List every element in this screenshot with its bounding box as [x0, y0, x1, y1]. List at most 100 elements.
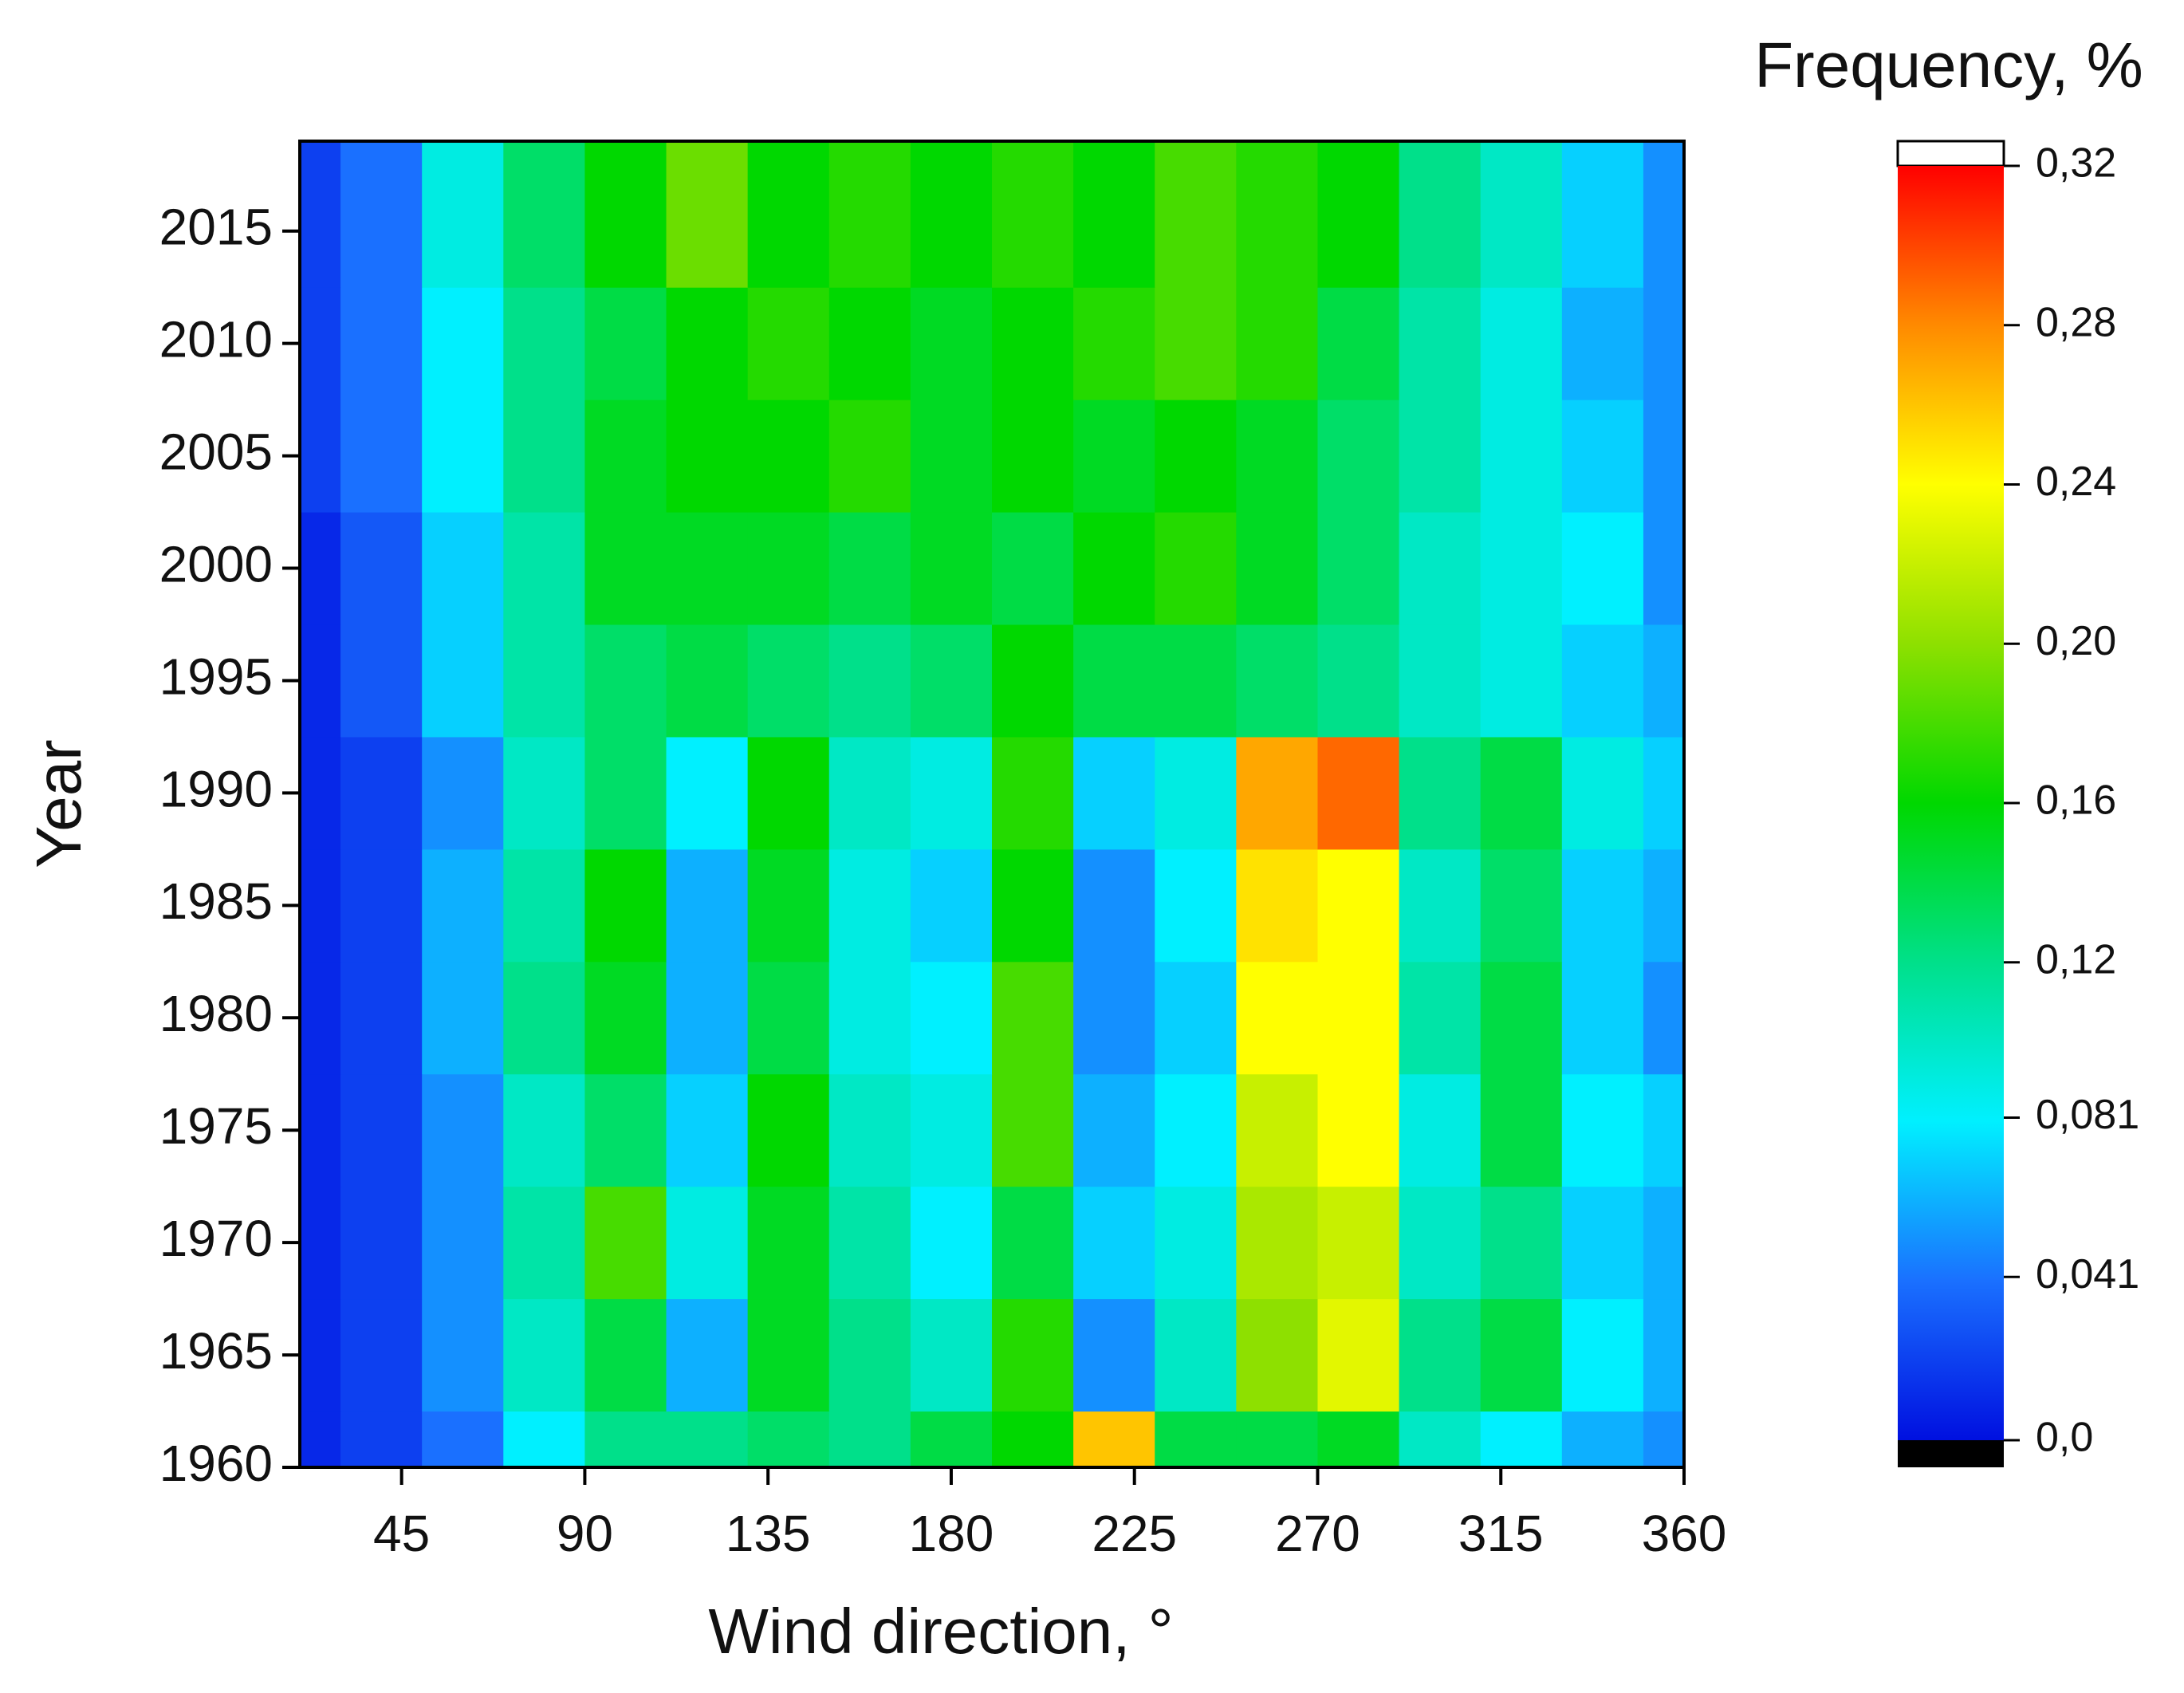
heat-cell: [1073, 961, 1155, 1075]
heat-cell: [1480, 624, 1563, 738]
heat-cell: [1317, 961, 1400, 1075]
heat-cell: [1317, 1073, 1400, 1187]
colorbar-tick-label: 0,041: [2036, 1251, 2139, 1297]
heat-cell: [1561, 1186, 1644, 1300]
heat-cell: [1073, 736, 1155, 850]
heat-cell: [828, 1298, 911, 1412]
y-axis-label: Year: [23, 739, 94, 868]
heatmap: [300, 141, 1684, 1467]
heat-cell: [828, 141, 911, 288]
heat-cell: [340, 624, 423, 738]
heat-cell: [910, 1411, 993, 1467]
heat-cell: [910, 624, 993, 738]
heat-cell: [1643, 1073, 1684, 1187]
y-tick-label: 1995: [159, 648, 273, 705]
heat-cell: [503, 400, 585, 513]
y-tick-label: 2000: [159, 535, 273, 593]
heat-cell: [503, 848, 585, 963]
x-tick-label: 225: [1092, 1505, 1177, 1562]
heat-cell: [422, 287, 504, 400]
heat-cell: [1236, 961, 1318, 1075]
heat-cell: [910, 736, 993, 850]
heat-cell: [1317, 736, 1400, 850]
heat-cell: [1561, 736, 1644, 850]
heat-cell: [422, 512, 504, 625]
heat-cell: [1399, 287, 1482, 400]
heat-cell: [1073, 141, 1155, 288]
y-tick-label: 2005: [159, 423, 273, 481]
heat-cell: [503, 1073, 585, 1187]
heat-cell: [422, 1186, 504, 1300]
x-tick-label: 45: [373, 1505, 430, 1562]
heat-cell: [422, 1411, 504, 1467]
heat-cell: [1317, 1186, 1400, 1300]
heat-cell: [300, 400, 341, 513]
colorbar-tick-label: 0,0: [2036, 1415, 2093, 1461]
heat-cell: [340, 1073, 423, 1187]
colorbar-tick-label: 0,28: [2036, 299, 2116, 345]
heat-cell: [747, 1186, 830, 1300]
heat-cell: [747, 1298, 830, 1412]
heat-cell: [828, 848, 911, 963]
heat-cell: [910, 400, 993, 513]
y-tick-label: 1965: [159, 1322, 273, 1380]
heat-cell: [1317, 624, 1400, 738]
heat-cell: [1155, 141, 1237, 288]
heat-cell: [1399, 141, 1482, 288]
heat-cell: [992, 1411, 1074, 1467]
heat-cell: [1155, 1411, 1237, 1467]
heat-cell: [747, 141, 830, 288]
heat-cell: [340, 141, 423, 288]
heat-cell: [1155, 848, 1237, 963]
heat-cell: [747, 961, 830, 1075]
heat-cell: [584, 961, 667, 1075]
heat-cell: [992, 1298, 1074, 1412]
plot-frame: [298, 140, 1686, 1469]
heat-cell: [422, 1298, 504, 1412]
heat-cell: [1236, 624, 1318, 738]
heat-cell: [1561, 287, 1644, 400]
heat-cell: [503, 141, 585, 288]
heat-cell: [1073, 848, 1155, 963]
heat-cell: [828, 1073, 911, 1187]
x-tick-label: 90: [557, 1505, 613, 1562]
heat-cell: [1155, 512, 1237, 625]
heat-cell: [1480, 141, 1563, 288]
heat-cell: [910, 1073, 993, 1187]
heat-cell: [340, 512, 423, 625]
heat-cell: [1480, 1411, 1563, 1467]
heat-cell: [910, 287, 993, 400]
heat-cell: [992, 1186, 1074, 1300]
heat-cell: [666, 512, 749, 625]
heat-cell: [747, 848, 830, 963]
heat-cell: [1073, 624, 1155, 738]
heat-cell: [992, 848, 1074, 963]
heat-cell: [1073, 400, 1155, 513]
heat-cell: [1399, 624, 1482, 738]
colorbar-tick-label: 0,16: [2036, 778, 2116, 824]
heat-cell: [340, 848, 423, 963]
heat-cell: [1561, 1073, 1644, 1187]
heat-cell: [300, 141, 341, 288]
heat-cell: [422, 848, 504, 963]
heat-cell: [300, 1186, 341, 1300]
heat-cell: [1643, 287, 1684, 400]
heat-cell: [910, 1186, 993, 1300]
heat-cell: [300, 736, 341, 850]
heat-cell: [1073, 1073, 1155, 1187]
heat-cell: [992, 736, 1074, 850]
colorbar-over: [1896, 140, 2005, 167]
heat-cell: [1561, 1411, 1644, 1467]
heat-cell: [666, 400, 749, 513]
heat-cell: [1643, 848, 1684, 963]
heat-cell: [1643, 400, 1684, 513]
y-tick-label: 1970: [159, 1210, 273, 1267]
heat-cell: [747, 1411, 830, 1467]
heat-cell: [584, 512, 667, 625]
heat-cell: [1073, 287, 1155, 400]
heat-cell: [1480, 848, 1563, 963]
heat-cell: [1399, 512, 1482, 625]
heat-cell: [828, 400, 911, 513]
